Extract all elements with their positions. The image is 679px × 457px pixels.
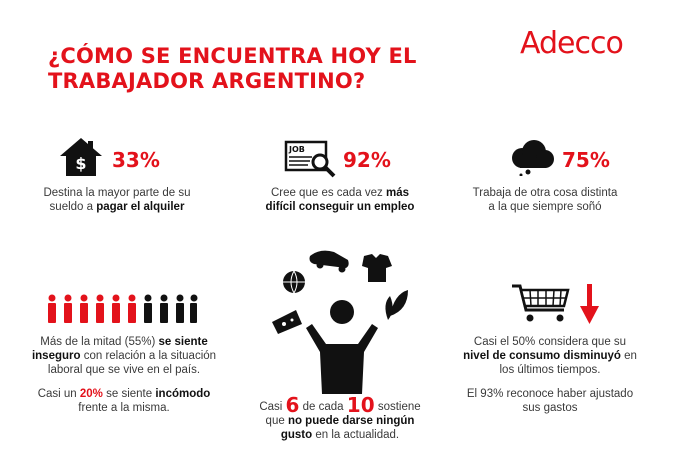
cloud-icon	[512, 140, 554, 176]
people-icon	[48, 294, 198, 323]
stat3-text: Trabaja de otra cosa distinta a la que s…	[472, 187, 618, 213]
juggling-person-icon	[272, 250, 408, 394]
stat4-text: Más de la mitad (55%) se siente inseguro…	[31, 336, 217, 414]
title-line-1: ¿CÓMO SE ENCUENTRA HOY EL	[48, 44, 417, 68]
title-line-2: TRABAJADOR ARGENTINO?	[48, 69, 366, 93]
page-title: ¿CÓMO SE ENCUENTRA HOY EL TRABAJADOR ARG…	[48, 44, 468, 94]
svg-text:JOB: JOB	[288, 145, 305, 154]
stat1-text: Destina la mayor parte de su sueldo a pa…	[43, 187, 191, 213]
svg-text:$: $	[75, 154, 86, 173]
adecco-logo: Adecco	[520, 26, 624, 61]
stat2-percent: 92%	[343, 148, 391, 172]
stat1-percent: 33%	[112, 148, 160, 172]
stat3-percent: 75%	[562, 148, 610, 172]
stat6-text: Casi el 50% considera que su nivel de co…	[463, 336, 637, 414]
stat5-text: Casi 6 de cada 10 sostiene que no puede …	[259, 393, 421, 441]
shopping-cart-down-icon	[512, 284, 599, 324]
stat2-text: Cree que es cada vez más difícil consegu…	[265, 187, 415, 213]
house-dollar-icon: $	[60, 138, 102, 176]
job-search-icon: JOB	[284, 140, 336, 178]
